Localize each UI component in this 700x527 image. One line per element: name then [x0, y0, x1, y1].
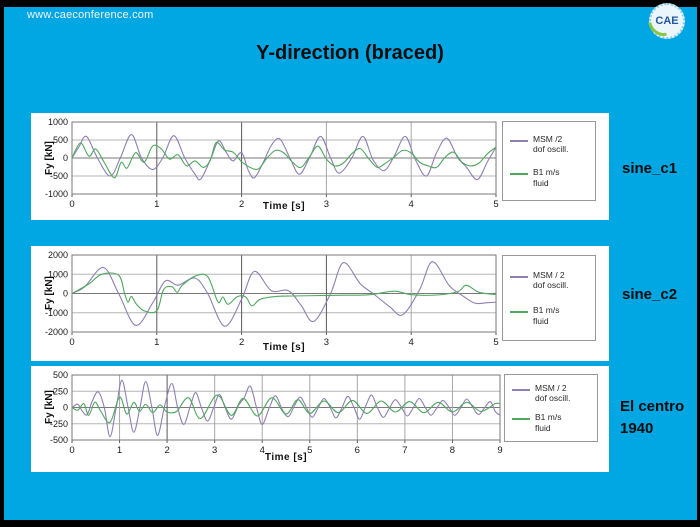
legend-item-fluid: B1 m/s fluid [512, 412, 597, 433]
chart-panel-el-centro: 500 250 0 -250 -500 0 1 2 3 4 5 6 7 8 9 Fy [kN] Time [… [31, 366, 609, 472]
x-tick-label: 4 [409, 337, 414, 348]
legend-swatch-fluid [512, 417, 530, 420]
legend-item-msm: MSM / 2 dof oscill. [510, 270, 595, 291]
legend-label-msm: MSM / 2 dof oscill. [533, 269, 569, 291]
legend-label-fluid: B1 m/s fluid [533, 166, 560, 188]
y-tick-label: -2000 [45, 327, 68, 337]
legend-label-fluid: B1 m/s fluid [535, 411, 562, 433]
y-tick-label: 0 [63, 403, 68, 413]
legend-swatch-msm [510, 275, 528, 278]
x-tick-label: 2 [239, 199, 244, 210]
panel-label-el-centro: El centro 1940 [620, 398, 685, 437]
x-tick-label: 0 [69, 337, 74, 348]
x-tick-label: 3 [324, 337, 329, 348]
x-tick-label: 0 [69, 199, 74, 210]
y-tick-label: -1000 [45, 308, 68, 318]
x-tick-label: 4 [260, 445, 265, 456]
conference-url-link[interactable]: www.caeconference.com [27, 9, 154, 21]
x-tick-label: 5 [307, 445, 312, 456]
legend-swatch-msm [512, 388, 530, 391]
y-tick-label: -500 [50, 435, 68, 445]
panel-label-sine-c2: sine_c2 [622, 286, 678, 303]
series-line-1 [71, 272, 497, 314]
x-tick-label: 5 [493, 199, 498, 210]
x-tick-label: 9 [497, 445, 502, 456]
x-axis-label: Time [s] [262, 201, 306, 212]
cae-logo: CAE [649, 3, 685, 39]
cae-logo-text: CAE [655, 15, 679, 27]
x-tick-label: 3 [212, 445, 217, 456]
x-tick-label: 6 [355, 445, 360, 456]
legend-swatch-fluid [510, 172, 528, 175]
legend-label-fluid: B1 m/s fluid [533, 304, 560, 326]
series-line-0 [71, 261, 497, 327]
slide-title: Y-direction (braced) [256, 42, 444, 64]
x-tick-label: 1 [154, 199, 159, 210]
series-line-0 [71, 379, 501, 438]
y-tick-label: 500 [53, 135, 68, 145]
x-tick-label: 8 [450, 445, 455, 456]
y-tick-label: 250 [53, 386, 68, 396]
x-tick-label: 1 [154, 337, 159, 348]
x-tick-label: 3 [324, 199, 329, 210]
chart-legend: MSM / 2 dof oscill. B1 m/s fluid [504, 374, 598, 442]
y-tick-label: 1000 [48, 269, 68, 279]
legend-label-msm: MSM / 2 dof oscill. [535, 382, 571, 404]
x-tick-label: 0 [69, 445, 74, 456]
legend-item-fluid: B1 m/s fluid [510, 305, 595, 326]
y-tick-label: 500 [53, 370, 68, 380]
y-tick-label: -1000 [45, 189, 68, 199]
chart-legend: MSM / 2 dof oscill. B1 m/s fluid [502, 255, 596, 341]
x-axis-label: Time [s] [262, 342, 306, 353]
y-tick-label: -500 [50, 171, 68, 181]
chart-legend: MSM /2 dof oscill. B1 m/s fluid [502, 121, 596, 201]
y-tick-label: -250 [50, 419, 68, 429]
legend-label-msm: MSM /2 dof oscill. [533, 133, 569, 155]
y-tick-label: 2000 [48, 250, 68, 260]
series-line-1 [71, 141, 497, 179]
y-tick-label: 0 [63, 153, 68, 163]
x-axis-label: Time [s] [264, 452, 308, 463]
chart-panel-sine-c2: 2000 1000 0 -1000 -2000 0 1 2 3 4 5 Fy [kN] Time [… [31, 246, 609, 361]
legend-item-fluid: B1 m/s fluid [510, 167, 595, 188]
legend-swatch-msm [510, 139, 528, 142]
legend-item-msm: MSM / 2 dof oscill. [512, 383, 597, 404]
y-axis-label: Fy [kN] [44, 390, 55, 425]
series-line-0 [71, 134, 497, 181]
x-tick-label: 2 [239, 337, 244, 348]
legend-item-msm: MSM /2 dof oscill. [510, 134, 595, 155]
y-tick-label: 1000 [48, 117, 68, 127]
x-tick-label: 2 [164, 445, 169, 456]
series-line-1 [71, 394, 501, 424]
y-tick-label: 0 [63, 289, 68, 299]
x-tick-label: 4 [409, 199, 414, 210]
chart-panel-sine-c1: 1000 500 0 -500 -1000 0 1 2 3 4 5 Fy [kN] Time [s]… [31, 113, 609, 220]
x-tick-label: 5 [493, 337, 498, 348]
x-tick-label: 7 [402, 445, 407, 456]
legend-swatch-fluid [510, 310, 528, 313]
y-axis-label: Fy [kN] [44, 276, 55, 311]
panel-label-sine-c1: sine_c1 [622, 160, 678, 177]
x-tick-label: 1 [117, 445, 122, 456]
y-axis-label: Fy [kN] [44, 141, 55, 175]
